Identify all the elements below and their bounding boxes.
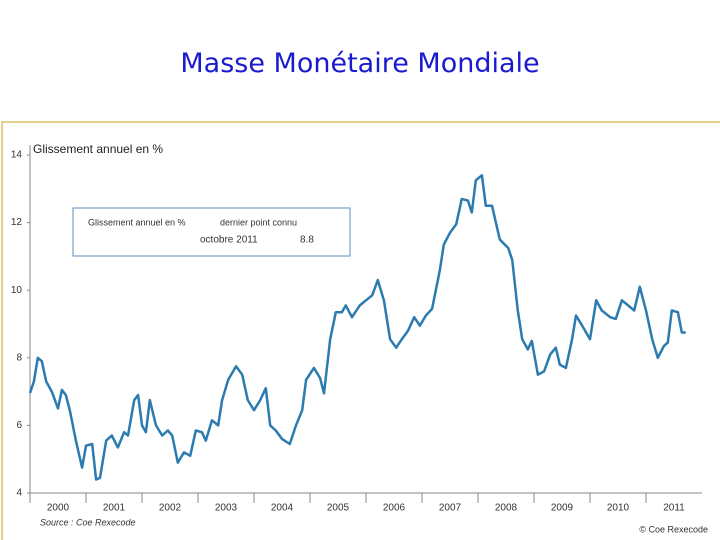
slide-title: Masse Monétaire Mondiale — [180, 48, 540, 79]
x-tick-label: 2004 — [271, 503, 294, 514]
x-tick-label: 2003 — [215, 503, 238, 514]
x-tick-label: 2009 — [551, 503, 574, 514]
inset-value: 8.8 — [300, 235, 314, 246]
y-tick-label: 6 — [16, 420, 22, 431]
series-line — [28, 174, 686, 481]
x-tick-label: 2010 — [607, 503, 630, 514]
credit: © Coe Rexecode — [639, 524, 708, 534]
y-tick-label: 4 — [16, 488, 22, 499]
x-tick-label: 2001 — [103, 503, 126, 514]
x-tick-label: 2000 — [47, 503, 70, 514]
axis-title: Glissement annuel en % — [33, 142, 163, 156]
inset-date: octobre 2011 — [200, 235, 258, 246]
x-tick-label: 2011 — [663, 503, 685, 514]
y-tick-label: 12 — [11, 217, 23, 228]
inset-box — [72, 207, 351, 257]
x-tick-label: 2008 — [495, 503, 518, 514]
y-tick-label: 10 — [11, 285, 23, 296]
x-tick-label: 2007 — [439, 503, 462, 514]
y-tick-label: 8 — [16, 352, 22, 363]
x-tick-label: 2006 — [383, 503, 406, 514]
frame — [1, 121, 720, 540]
inset-label: Glissement annuel en % — [88, 217, 186, 227]
source: Source : Coe Rexecode — [40, 517, 136, 527]
x-tick-label: 2005 — [327, 503, 350, 514]
y-tick-label: 14 — [11, 150, 23, 161]
inset-header: dernier point connu — [220, 217, 297, 227]
x-tick-label: 2002 — [159, 503, 182, 514]
